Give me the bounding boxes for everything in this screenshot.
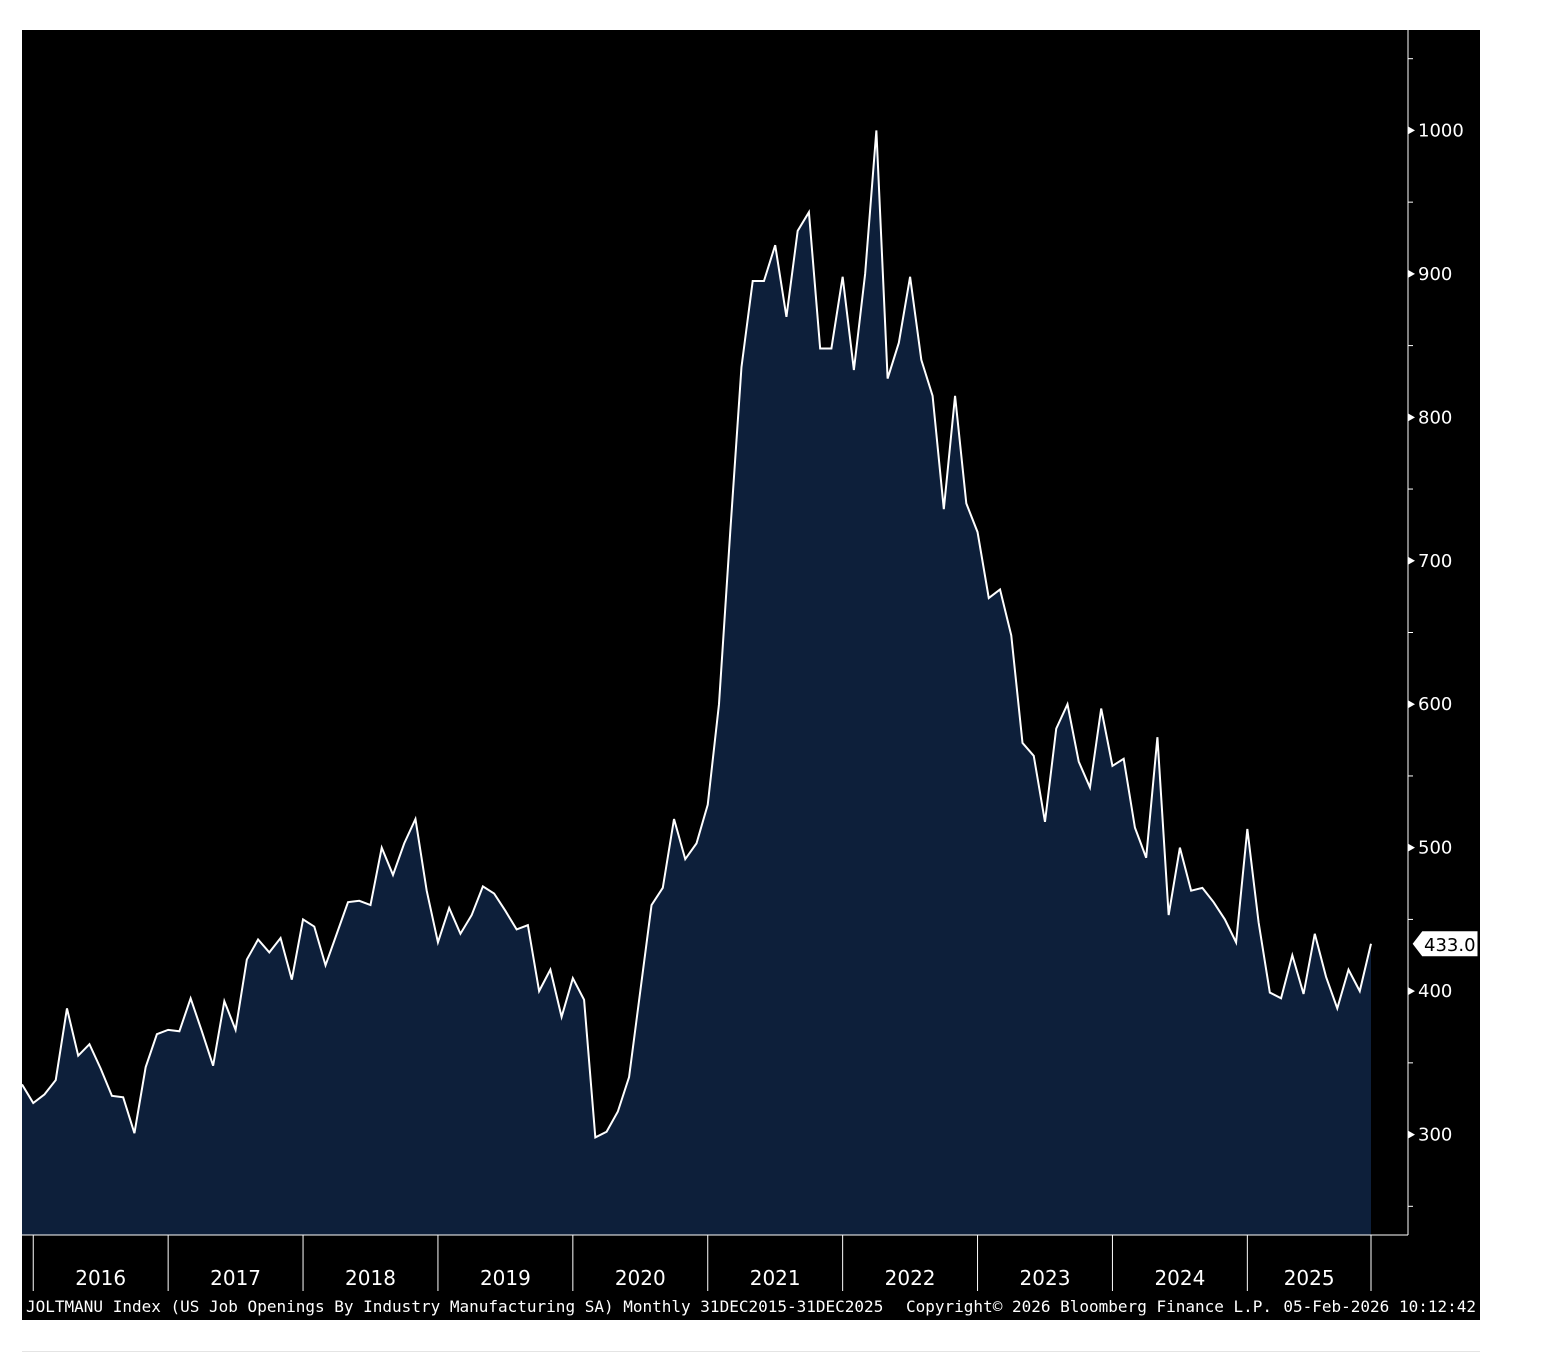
x-tick-label: 2016 xyxy=(75,1266,126,1290)
y-tick-label: 700 xyxy=(1418,551,1452,572)
last-value-tag-shape xyxy=(1411,930,1479,958)
x-tick-label: 2024 xyxy=(1154,1266,1205,1290)
chart-container: 300 400 500 600 700 800 900 1000 2016 2017 2018 20… xyxy=(21,30,1480,1320)
x-tick-label: 2023 xyxy=(1020,1266,1071,1290)
footer-timestamp: 05-Feb-2026 10:12:42 xyxy=(1283,1297,1476,1316)
y-major-tick xyxy=(1408,700,1415,709)
plot-area xyxy=(21,130,1372,1235)
y-major-tick xyxy=(1408,843,1415,852)
series-area-fill xyxy=(22,130,1371,1235)
footer-copyright: Copyright© 2026 Bloomberg Finance L.P. xyxy=(906,1297,1272,1316)
y-major-tick xyxy=(1408,269,1415,278)
footer: JOLTMANU Index (US Job Openings By Indus… xyxy=(26,1297,1476,1316)
y-major-tick xyxy=(1408,126,1415,135)
y-major-tick xyxy=(1408,556,1415,565)
y-tick-label: 300 xyxy=(1418,1125,1452,1146)
y-major-tick xyxy=(1408,413,1415,422)
last-value-label: 433.0 xyxy=(1424,935,1476,956)
y-axis: 300 400 500 600 700 800 900 1000 xyxy=(1407,30,1464,1235)
x-tick-label: 2021 xyxy=(750,1266,801,1290)
x-tick-label: 2020 xyxy=(615,1266,666,1290)
page-divider xyxy=(22,1351,1480,1352)
y-tick-label: 1000 xyxy=(1418,120,1464,141)
y-major-tick xyxy=(1408,1130,1415,1139)
series-line xyxy=(21,130,1372,1140)
y-tick-label: 500 xyxy=(1418,838,1452,859)
y-tick-label: 600 xyxy=(1418,694,1452,715)
y-major-tick xyxy=(1408,987,1415,996)
last-value-tag: 433.0 xyxy=(1411,930,1479,958)
y-tick-label: 800 xyxy=(1418,407,1452,428)
x-axis: 2016 2017 2018 2019 2020 2021 2022 2023 2024 2025 xyxy=(22,1234,1408,1291)
x-tick-label: 2025 xyxy=(1284,1266,1335,1290)
x-tick-label: 2022 xyxy=(885,1266,936,1290)
y-tick-label: 400 xyxy=(1418,981,1452,1002)
footer-description: JOLTMANU Index (US Job Openings By Indus… xyxy=(26,1297,883,1316)
x-tick-label: 2018 xyxy=(345,1266,396,1290)
x-tick-label: 2017 xyxy=(210,1266,261,1290)
x-tick-label: 2019 xyxy=(480,1266,531,1290)
y-tick-label: 900 xyxy=(1418,264,1452,285)
